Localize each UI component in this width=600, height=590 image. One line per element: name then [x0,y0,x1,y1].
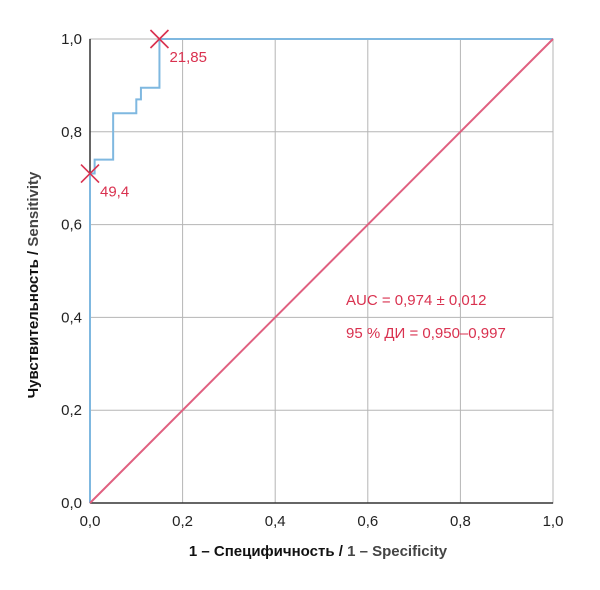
x-tick-label: 1,0 [543,513,564,530]
y-axis-title-ru: Чувствительность [25,259,42,398]
y-tick-label: 0,0 [61,495,82,512]
x-tick-label: 0,2 [172,513,193,530]
x-axis-title-en: 1 – Specificity [347,543,448,560]
cutoff-label-1: 49,4 [100,184,129,201]
cutoff-marker-stroke-b [149,29,170,49]
roc-curve-line [89,38,553,503]
reference-diagonal-line [89,38,554,504]
y-tick-label: 0,6 [61,217,82,234]
y-tick-label: 0,2 [61,402,82,419]
chart-markers: 21,85 49,4 [80,29,207,201]
y-tick-label: 1,0 [61,31,82,48]
x-tick-label: 0,0 [80,513,101,530]
y-axis-title: Чувствительность / Sensitivity [25,171,42,398]
x-tick-label: 0,4 [265,513,286,530]
x-axis-title-ru: 1 – Специфичность [189,543,335,560]
y-axis-title-separator: / [25,247,42,260]
auc-annotation: AUC = 0,974 ± 0,012 [346,292,486,309]
cutoff-label-0: 21,85 [169,49,207,66]
x-axis-title-separator: / [335,543,348,560]
cutoff-marker-0 [149,29,170,49]
x-tick-label: 0,6 [357,513,378,530]
y-tick-label: 0,8 [61,124,82,141]
ci-annotation: 95 % ДИ = 0,950–0,997 [346,325,506,342]
x-axis-ticks: 0,0 0,2 0,4 0,6 0,8 1,0 [80,513,564,530]
y-axis-title-en: Sensitivity [25,171,42,247]
chart-series [89,38,554,504]
x-axis-title: 1 – Специфичность / 1 – Specificity [189,543,448,560]
cutoff-marker-1 [80,163,100,184]
cutoff-marker-stroke-b [80,163,100,184]
y-tick-label: 0,4 [61,309,82,326]
y-axis-ticks: 0,0 0,2 0,4 0,6 0,8 1,0 [61,31,82,512]
x-tick-label: 0,8 [450,513,471,530]
